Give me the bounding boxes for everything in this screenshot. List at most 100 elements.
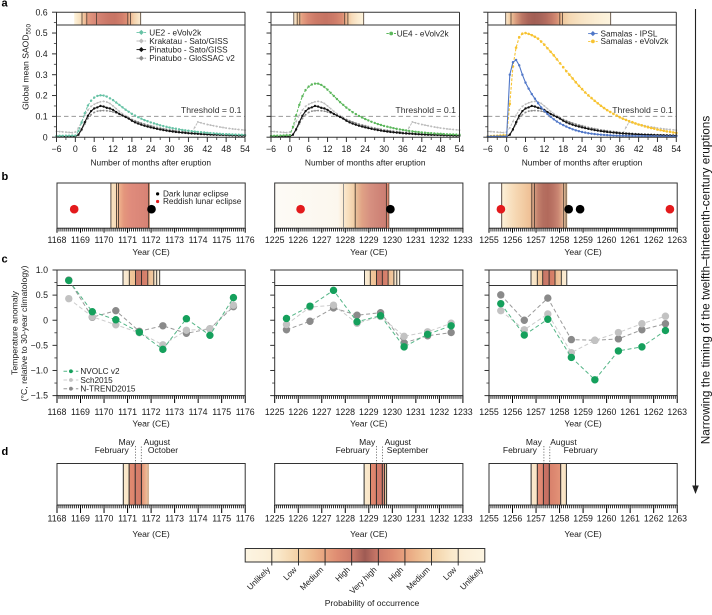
svg-text:30: 30 — [379, 144, 389, 154]
svg-text:30: 30 — [165, 144, 175, 154]
svg-text:1174: 1174 — [189, 514, 208, 524]
svg-text:1172: 1172 — [142, 407, 161, 417]
svg-text:0.3: 0.3 — [35, 70, 47, 80]
svg-text:1231: 1231 — [406, 407, 426, 417]
svg-text:54: 54 — [455, 144, 465, 154]
svg-text:Pinatubo - GloSSAC v2: Pinatubo - GloSSAC v2 — [149, 54, 235, 63]
svg-text:−6: −6 — [266, 144, 276, 154]
svg-text:1171: 1171 — [118, 235, 137, 245]
svg-text:1169: 1169 — [71, 514, 90, 524]
svg-text:1233: 1233 — [453, 514, 473, 524]
svg-text:August: August — [550, 437, 577, 447]
svg-text:1258: 1258 — [550, 235, 570, 245]
svg-text:1256: 1256 — [503, 235, 523, 245]
svg-text:1263: 1263 — [667, 235, 687, 245]
svg-text:0.2: 0.2 — [35, 91, 47, 101]
svg-text:1261: 1261 — [620, 235, 640, 245]
svg-text:1227: 1227 — [312, 514, 332, 524]
svg-text:1173: 1173 — [165, 514, 184, 524]
svg-text:42: 42 — [634, 144, 644, 154]
svg-text:May: May — [119, 437, 136, 447]
svg-text:1260: 1260 — [597, 514, 617, 524]
svg-text:Temperature anomaly: Temperature anomaly — [9, 290, 19, 375]
svg-text:1168: 1168 — [48, 514, 67, 524]
svg-text:1261: 1261 — [620, 514, 640, 524]
svg-text:18: 18 — [558, 144, 568, 154]
svg-text:Samalas - eVolv2k: Samalas - eVolv2k — [601, 37, 670, 46]
svg-text:NVOLC v2: NVOLC v2 — [80, 367, 120, 376]
svg-text:February: February — [564, 445, 599, 455]
svg-text:1262: 1262 — [644, 514, 664, 524]
svg-text:1228: 1228 — [336, 235, 356, 245]
svg-text:24: 24 — [577, 144, 587, 154]
svg-text:12: 12 — [108, 144, 118, 154]
svg-text:1232: 1232 — [430, 235, 450, 245]
svg-text:1171: 1171 — [118, 407, 137, 417]
svg-text:36: 36 — [184, 144, 194, 154]
svg-text:1229: 1229 — [359, 407, 379, 417]
svg-text:Number of months after eruptio: Number of months after eruption — [91, 158, 212, 168]
svg-text:0: 0 — [43, 315, 48, 325]
svg-text:36: 36 — [398, 144, 408, 154]
svg-text:1226: 1226 — [288, 407, 308, 417]
svg-text:0: 0 — [73, 144, 78, 154]
svg-text:1255: 1255 — [479, 407, 499, 417]
svg-text:6: 6 — [306, 144, 311, 154]
svg-text:Reddish lunar eclipse: Reddish lunar eclipse — [163, 197, 242, 206]
svg-text:Year (CE): Year (CE) — [350, 247, 388, 257]
svg-text:1258: 1258 — [550, 514, 570, 524]
svg-text:24: 24 — [360, 144, 370, 154]
svg-text:Year (CE): Year (CE) — [564, 247, 602, 257]
svg-text:1175: 1175 — [212, 407, 231, 417]
svg-text:1231: 1231 — [406, 514, 426, 524]
svg-text:Number of months after eruptio: Number of months after eruption — [305, 158, 426, 168]
svg-text:42: 42 — [202, 144, 212, 154]
svg-text:Year (CE): Year (CE) — [132, 419, 170, 429]
svg-text:0.1: 0.1 — [35, 112, 47, 122]
svg-text:Dark lunar eclipse: Dark lunar eclipse — [163, 189, 229, 198]
svg-text:N-TREND2015: N-TREND2015 — [80, 385, 136, 394]
svg-text:February: February — [503, 445, 538, 455]
svg-text:1173: 1173 — [165, 235, 184, 245]
svg-text:18: 18 — [342, 144, 352, 154]
svg-text:−1.5: −1.5 — [31, 391, 48, 401]
svg-text:1175: 1175 — [212, 235, 231, 245]
svg-text:Year (CE): Year (CE) — [564, 529, 602, 539]
svg-text:d: d — [2, 446, 9, 458]
svg-text:1168: 1168 — [48, 235, 67, 245]
svg-text:May: May — [526, 437, 543, 447]
svg-text:30: 30 — [596, 144, 606, 154]
svg-text:1259: 1259 — [573, 514, 593, 524]
svg-text:1232: 1232 — [430, 407, 450, 417]
svg-text:1173: 1173 — [165, 407, 184, 417]
svg-text:18: 18 — [127, 144, 137, 154]
svg-text:Sch2015: Sch2015 — [80, 376, 113, 385]
svg-text:0: 0 — [504, 144, 509, 154]
svg-text:54: 54 — [671, 144, 681, 154]
svg-text:1227: 1227 — [312, 235, 332, 245]
svg-text:1170: 1170 — [95, 235, 114, 245]
svg-text:36: 36 — [615, 144, 625, 154]
svg-text:12: 12 — [540, 144, 550, 154]
svg-text:October: October — [148, 445, 178, 455]
svg-text:1233: 1233 — [453, 235, 473, 245]
svg-text:1232: 1232 — [430, 514, 450, 524]
svg-text:1263: 1263 — [667, 407, 687, 417]
svg-text:Threshold = 0.1: Threshold = 0.1 — [612, 105, 673, 115]
svg-text:1172: 1172 — [142, 514, 161, 524]
svg-text:1228: 1228 — [336, 514, 356, 524]
svg-text:0.6: 0.6 — [35, 7, 47, 17]
svg-text:Year (CE): Year (CE) — [564, 419, 602, 429]
svg-text:1174: 1174 — [189, 235, 208, 245]
svg-text:−1.0: −1.0 — [31, 366, 48, 376]
svg-text:42: 42 — [417, 144, 427, 154]
svg-text:1255: 1255 — [479, 235, 499, 245]
svg-text:Global mean SAOD550: Global mean SAOD550 — [21, 24, 33, 110]
svg-text:a: a — [2, 0, 9, 10]
svg-text:February: February — [336, 445, 371, 455]
svg-text:1225: 1225 — [265, 514, 285, 524]
svg-text:−0.5: −0.5 — [31, 341, 48, 351]
svg-text:1169: 1169 — [71, 235, 90, 245]
svg-text:1231: 1231 — [406, 235, 426, 245]
svg-text:−6: −6 — [51, 144, 61, 154]
